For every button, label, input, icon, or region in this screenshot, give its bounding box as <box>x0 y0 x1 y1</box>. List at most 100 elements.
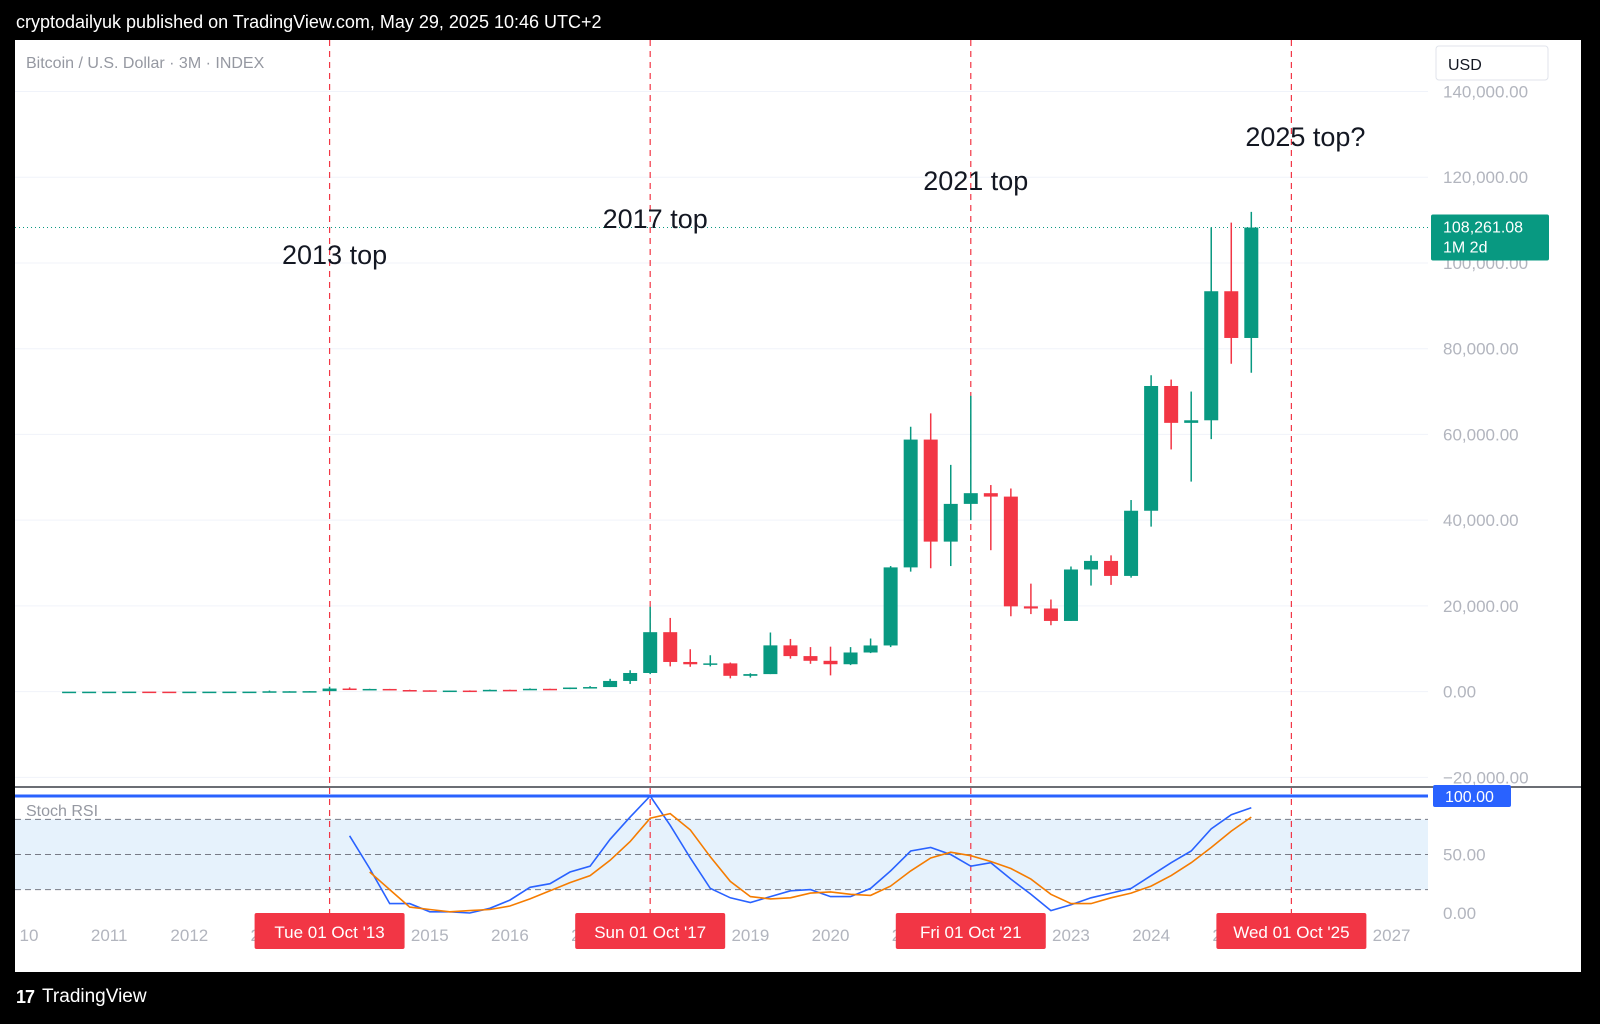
candle[interactable] <box>322 686 337 692</box>
time-tick-label: 2015 <box>411 926 449 945</box>
candle[interactable] <box>522 688 537 691</box>
stoch-rsi-lines[interactable] <box>348 794 1252 914</box>
candle-body <box>222 691 237 694</box>
candle[interactable] <box>783 638 798 659</box>
candle-body <box>1104 560 1119 576</box>
candle[interactable] <box>242 691 257 694</box>
candle[interactable] <box>703 655 718 667</box>
candle[interactable] <box>1023 583 1038 615</box>
candle[interactable] <box>122 691 137 694</box>
candle[interactable] <box>262 690 277 693</box>
candle-body <box>1184 420 1199 423</box>
candle-body <box>282 691 297 693</box>
candle[interactable] <box>623 670 638 684</box>
candle[interactable] <box>1124 500 1139 578</box>
candle[interactable] <box>162 691 177 694</box>
candle[interactable] <box>603 678 618 688</box>
candle[interactable] <box>202 691 217 694</box>
candle[interactable] <box>482 689 497 692</box>
price-chart-svg[interactable]: −20,000.00 0.00 20,000.00 40,000.00 60,000.0… <box>15 40 1581 972</box>
candle[interactable] <box>422 690 437 692</box>
candle[interactable] <box>843 647 858 666</box>
candle-body <box>102 691 117 694</box>
candle-body <box>522 688 537 691</box>
candle[interactable] <box>282 691 297 693</box>
candle-body <box>783 645 798 657</box>
candle[interactable] <box>1144 375 1159 527</box>
tradingview-logo-icon: 17 <box>16 986 35 1007</box>
candle[interactable] <box>763 632 778 675</box>
date-badge <box>895 913 1046 949</box>
candle[interactable] <box>402 689 417 692</box>
candle-body <box>823 660 838 665</box>
candle[interactable] <box>542 688 557 691</box>
candle[interactable] <box>1164 379 1179 450</box>
candle[interactable] <box>983 485 998 551</box>
time-tick-label: 2027 <box>1373 926 1411 945</box>
candle[interactable] <box>1244 211 1259 373</box>
candle-body <box>903 439 918 568</box>
candle[interactable] <box>583 686 598 689</box>
candle[interactable] <box>683 649 698 667</box>
candle[interactable] <box>1043 599 1058 626</box>
candle[interactable] <box>903 426 918 572</box>
annotations-layer: 2013 top 2017 top 2021 top 2025 top? <box>282 122 1365 270</box>
price-axis[interactable]: −20,000.00 0.00 20,000.00 40,000.00 60,000.0… <box>1443 82 1529 787</box>
candle[interactable] <box>1224 222 1239 364</box>
time-tick-label: 10 <box>20 926 39 945</box>
candle-body <box>82 691 97 694</box>
chart-panel[interactable]: −20,000.00 0.00 20,000.00 40,000.00 60,000.0… <box>15 40 1581 972</box>
candle-body <box>1043 608 1058 621</box>
candle[interactable] <box>182 691 197 694</box>
currency-button[interactable]: USD <box>1435 45 1549 81</box>
candle[interactable] <box>863 638 878 654</box>
candle[interactable] <box>563 687 578 690</box>
candle[interactable] <box>643 606 658 675</box>
candle[interactable] <box>362 688 377 691</box>
candle[interactable] <box>943 464 958 567</box>
candle[interactable] <box>342 687 357 691</box>
candle[interactable] <box>743 673 758 678</box>
candle[interactable] <box>963 395 978 521</box>
candle[interactable] <box>723 662 738 679</box>
publisher-line: cryptodailyuk published on TradingView.c… <box>16 12 602 32</box>
candle-body <box>462 690 477 693</box>
candle[interactable] <box>803 647 818 664</box>
candle[interactable] <box>1184 391 1199 482</box>
candle[interactable] <box>502 689 517 692</box>
candle-body <box>482 689 497 692</box>
candle[interactable] <box>1104 555 1119 585</box>
candle[interactable] <box>1003 488 1018 617</box>
candle-body <box>663 632 678 662</box>
candle[interactable] <box>142 691 157 694</box>
candle[interactable] <box>82 691 97 694</box>
top-annotation: 2021 top <box>923 166 1028 196</box>
candle[interactable] <box>663 617 678 667</box>
candle-body <box>1204 291 1219 421</box>
candle-body <box>162 691 177 694</box>
candle[interactable] <box>302 691 317 693</box>
time-tick-label: 2024 <box>1132 926 1170 945</box>
candle-body <box>1023 606 1038 609</box>
candle-body <box>1164 385 1179 423</box>
candle[interactable] <box>823 646 838 676</box>
candle[interactable] <box>382 688 397 691</box>
candle-body <box>1124 510 1139 576</box>
candle-body <box>422 690 437 692</box>
stoch-rsi-title[interactable]: Stoch RSI <box>26 803 98 820</box>
stoch-rsi-axis[interactable]: 0.00 50.00 <box>1443 846 1486 923</box>
candles-layer[interactable] <box>62 211 1259 694</box>
candle[interactable] <box>1063 566 1078 621</box>
symbol-title[interactable]: Bitcoin / U.S. Dollar · 3M · INDEX <box>26 55 265 72</box>
candle[interactable] <box>1204 227 1219 440</box>
candle[interactable] <box>102 691 117 694</box>
candle-body <box>863 645 878 653</box>
candle[interactable] <box>222 691 237 694</box>
candle[interactable] <box>462 690 477 693</box>
candle[interactable] <box>442 690 457 693</box>
candle[interactable] <box>1084 555 1099 586</box>
candle[interactable] <box>923 413 938 569</box>
candle-body <box>923 439 938 542</box>
candle[interactable] <box>62 691 77 694</box>
candle[interactable] <box>883 566 898 648</box>
